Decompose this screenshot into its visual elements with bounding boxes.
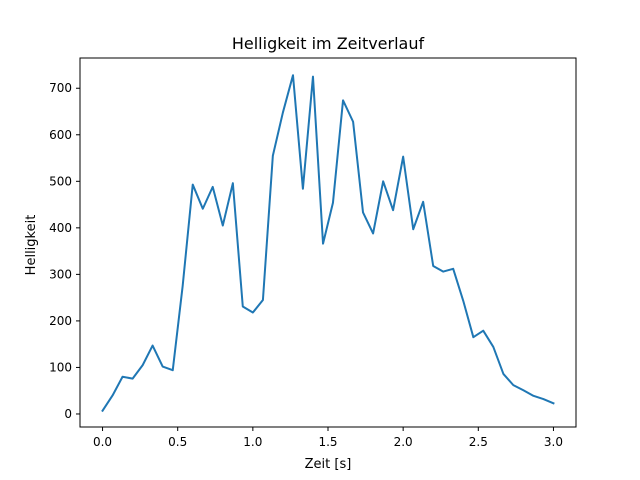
y-tick-label: 0 (64, 407, 72, 421)
plot-area (79, 57, 577, 428)
x-tick-label: 1.0 (243, 435, 262, 449)
x-tick-label: 2.5 (469, 435, 488, 449)
x-tick-label: 3.0 (544, 435, 563, 449)
x-tick-label: 0.0 (93, 435, 112, 449)
x-tick-label: 1.5 (318, 435, 337, 449)
x-tick-label: 2.0 (394, 435, 413, 449)
series-line (101, 74, 555, 413)
y-tick-label: 700 (49, 81, 72, 95)
y-tick-label: 200 (49, 314, 72, 328)
y-axis-ticks: 0 100 200 300 400 500 600 700 (49, 81, 80, 421)
y-axis-label: Helligkeit (24, 215, 39, 276)
x-axis-ticks: 0.0 0.5 1.0 1.5 2.0 2.5 3.0 (93, 427, 563, 449)
x-tick-label: 0.5 (168, 435, 187, 449)
y-tick-label: 600 (49, 128, 72, 142)
chart-title: Helligkeit im Zeitverlauf (232, 34, 425, 53)
x-axis-label: Zeit [s] (305, 457, 352, 472)
y-tick-label: 500 (49, 174, 72, 188)
y-tick-label: 100 (49, 360, 72, 374)
y-tick-label: 400 (49, 221, 72, 235)
y-tick-label: 300 (49, 267, 72, 281)
